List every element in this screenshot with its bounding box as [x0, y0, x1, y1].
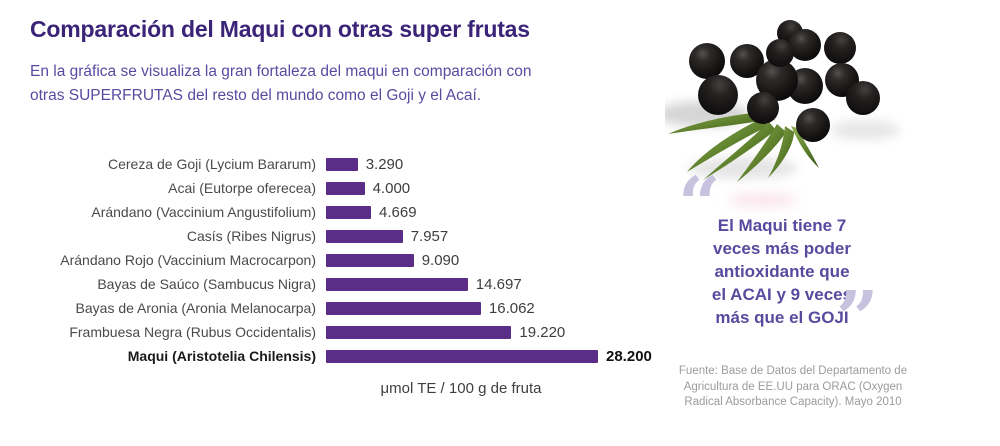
chart-row: Casís (Ribes Nigrus) 7.957	[18, 224, 652, 248]
category-label: Casís (Ribes Nigrus)	[186, 228, 316, 244]
chart-row: Frambuesa Negra (Rubus Occidentalis) 19.2…	[18, 320, 652, 344]
value-label: 4.000	[372, 179, 411, 197]
quote-line: El Maqui tiene 7	[717, 216, 847, 235]
subtitle-line-2: otras SUPERFRUTAS del resto del mundo co…	[30, 87, 482, 104]
chart-row: Bayas de Aronia (Aronia Melanocarpa) 16.0…	[18, 296, 652, 320]
source-line: Radical Absorbance Capacity). Mayo 2010	[684, 396, 902, 408]
value-label: 16.062	[488, 299, 535, 317]
subtitle-line-1: En la gráfica se visualiza la gran forta…	[30, 63, 532, 80]
category-label: Bayas de Saúco (Sambucus Nigra)	[97, 276, 316, 292]
bar	[326, 181, 365, 195]
chart-row: Arándano (Vaccinium Angustifolium) 4.669	[18, 200, 652, 224]
chart-row: Cereza de Goji (Lycium Bararum) 3.290	[18, 152, 652, 176]
category-label: Frambuesa Negra (Rubus Occidentalis)	[69, 324, 316, 340]
bar	[326, 229, 403, 243]
category-label: Acai (Eutorpe oferecea)	[168, 180, 316, 196]
bar	[326, 349, 598, 363]
maqui-berries	[689, 20, 880, 142]
source-attribution: Fuente: Base de Datos del Departamento d…	[653, 364, 933, 411]
quote-line: más que el GOJI	[715, 308, 849, 327]
quote-line: el ACAI y 9 veces	[711, 285, 853, 304]
bar	[326, 253, 414, 267]
source-line: Fuente: Base de Datos del Departamento d…	[678, 365, 908, 377]
value-label: 4.669	[379, 203, 417, 221]
value-label: 3.290	[365, 155, 404, 173]
category-label: Bayas de Aronia (Aronia Melanocarpa)	[75, 300, 316, 316]
value-label: 9.090	[421, 251, 460, 269]
maqui-berries-image	[665, 20, 900, 182]
page-title: Comparación del Maqui con otras super fr…	[30, 16, 530, 42]
bar	[326, 277, 468, 291]
berry-shadow-right	[830, 120, 900, 140]
quote-line: antioxidante que	[714, 262, 850, 281]
quote-text: El Maqui tiene 7 veces más poder antioxida…	[694, 214, 870, 329]
x-axis-label: μmol TE / 100 g de fruta	[380, 380, 542, 397]
chart-row: Acai (Eutorpe oferecea) 4.000	[18, 176, 652, 200]
bar	[326, 205, 371, 219]
category-label: Arándano (Vaccinium Angustifolium)	[91, 204, 316, 220]
close-quote-icon: ”	[836, 276, 879, 362]
maqui-leaves	[668, 112, 819, 182]
pink-glow-decoration	[728, 194, 798, 206]
source-line: Agricultura de EE.UU para ORAC (Oxygen	[683, 380, 903, 393]
value-label: 7.957	[410, 227, 449, 245]
page-subtitle: En la gráfica se visualiza la gran forta…	[30, 60, 531, 108]
value-label: 28.200	[606, 347, 652, 365]
open-quote-icon: “	[678, 162, 721, 248]
category-label: Maqui (Aristotelia Chilensis)	[127, 348, 316, 364]
category-label: Cereza de Goji (Lycium Bararum)	[108, 156, 316, 172]
bar	[326, 157, 358, 171]
quote-line: veces más poder	[713, 239, 851, 258]
chart-row: Bayas de Saúco (Sambucus Nigra) 14.697	[18, 272, 652, 296]
value-label: 19.220	[519, 323, 566, 341]
category-label: Arándano Rojo (Vaccinium Macrocarpon)	[60, 252, 316, 268]
bar	[326, 301, 481, 315]
chart-row: Maqui (Aristotelia Chilensis) 28.200	[18, 344, 652, 368]
chart-row: Arándano Rojo (Vaccinium Macrocarpon) 9.0…	[18, 248, 652, 272]
value-label: 14.697	[475, 275, 522, 293]
bar	[326, 325, 512, 339]
bar-chart: Cereza de Goji (Lycium Bararum) 3.290 Acai…	[18, 152, 652, 368]
